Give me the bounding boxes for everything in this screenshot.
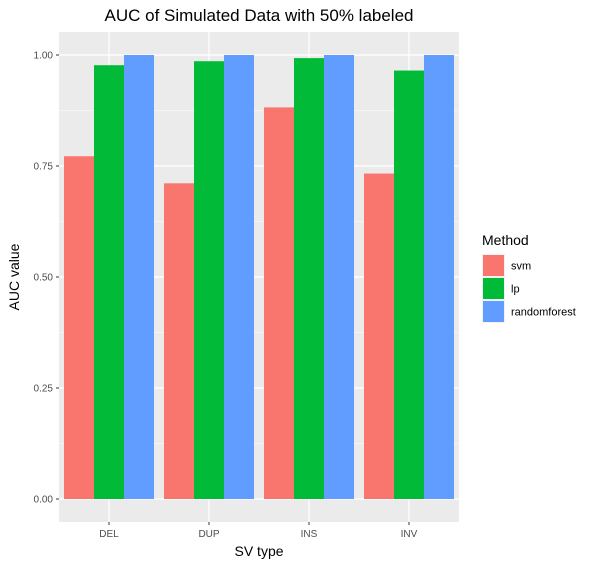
x-axis: DEL DUP INS INV [99,522,418,540]
bar-randomforest-ins [324,55,354,499]
x-axis-title: SV type [234,543,283,559]
y-tick-label: 0.25 [34,384,54,395]
legend-swatch-randomforest [483,301,504,322]
bar-svm-ins [264,107,294,499]
chart-title: AUC of Simulated Data with 50% labeled [105,6,414,25]
legend-title: Method [482,232,529,248]
x-tick-label: INV [401,529,418,540]
y-tick-label: 1.00 [34,51,54,62]
bar-randomforest-del [124,55,154,499]
bars [64,55,454,500]
legend-label-randomforest: randomforest [511,307,576,319]
y-tick-label: 0.00 [34,495,54,506]
bar-randomforest-dup [224,55,254,499]
bar-lp-del [94,65,124,499]
x-tick-label: DUP [198,529,219,540]
y-tick-label: 0.50 [34,273,54,284]
legend-label-svm: svm [511,261,531,273]
legend-items: svm lp randomforest [482,254,576,323]
bar-svm-inv [364,173,394,499]
bar-randomforest-inv [424,55,454,499]
y-tick-label: 0.75 [34,162,54,173]
bar-svm-dup [164,183,194,500]
bar-lp-ins [294,58,324,499]
legend-swatch-lp [483,278,504,299]
x-tick-label: DEL [99,529,119,540]
x-tick-label: INS [301,529,318,540]
bar-lp-dup [194,61,224,499]
legend-swatch-svm [483,255,504,276]
bar-svm-del [64,156,94,499]
legend: Method svm lp randomforest [482,232,576,323]
legend-label-lp: lp [511,284,520,296]
bar-lp-inv [394,70,424,499]
y-axis: 0.00 0.25 0.50 0.75 1.00 [34,51,59,506]
y-axis-title: AUC value [6,243,22,310]
